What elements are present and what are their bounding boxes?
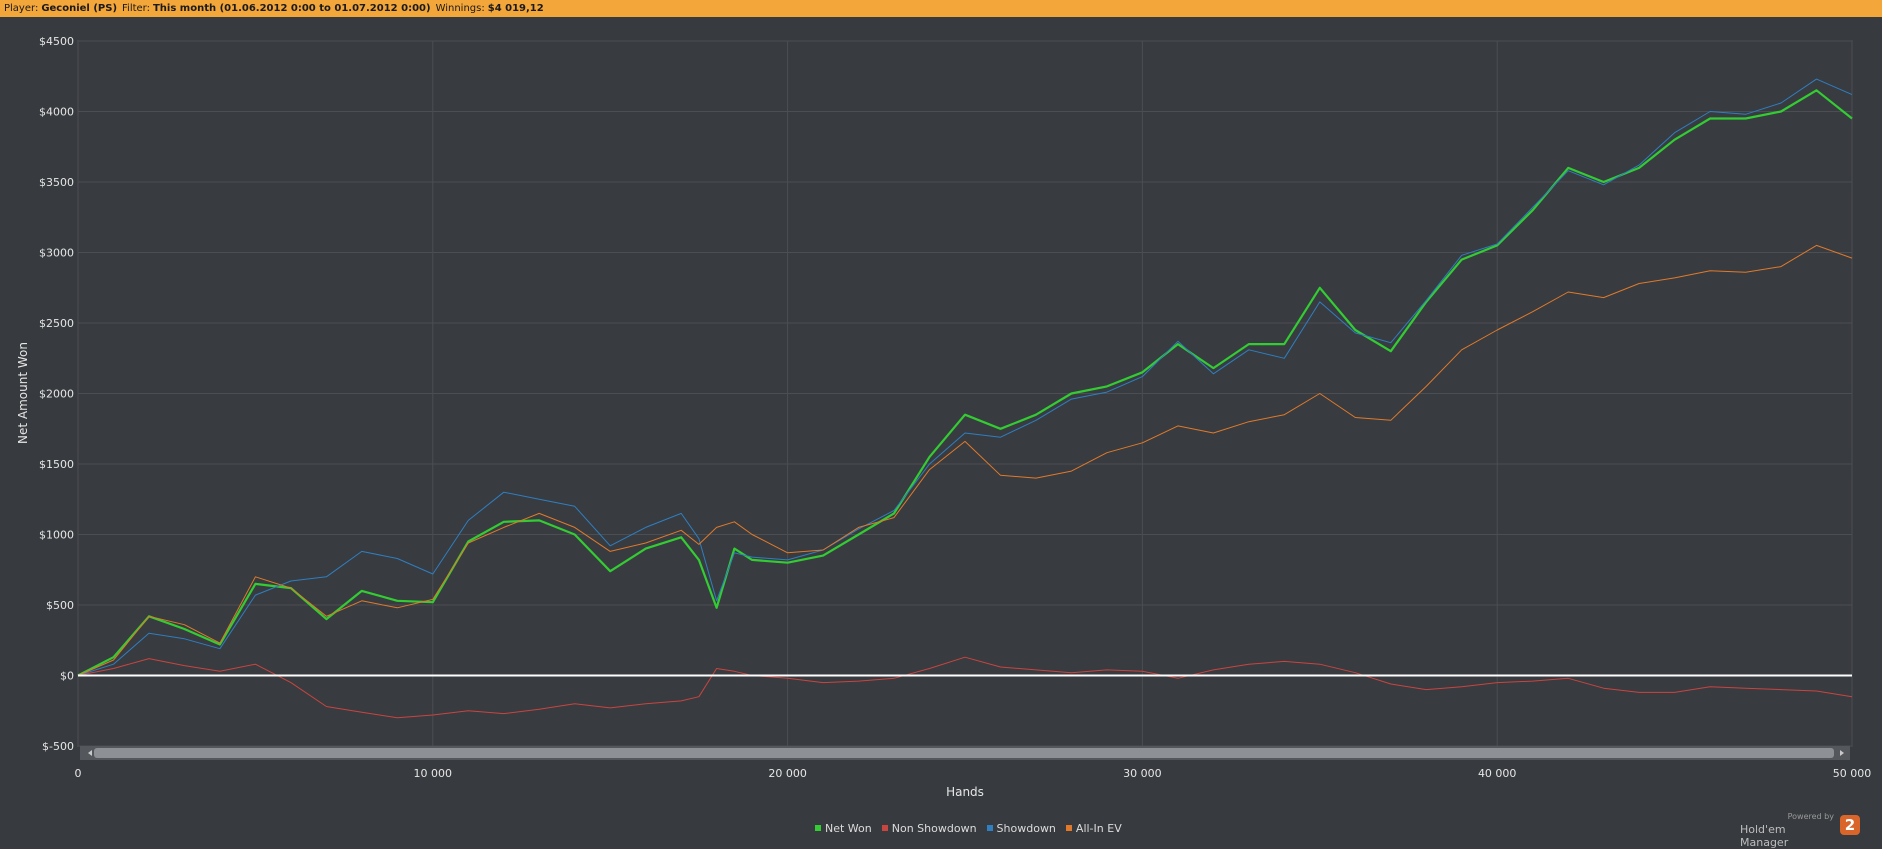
legend-swatch: [881, 825, 888, 831]
winnings-value: $4 019,12: [487, 3, 544, 14]
legend-swatch: [815, 825, 821, 831]
y-tick-label: $1000: [39, 529, 74, 542]
x-tick-label: 50 000: [1833, 767, 1872, 780]
y-tick-label: $3000: [39, 247, 74, 260]
series-line-showdown: [77, 78, 1853, 676]
winnings-label: Winnings:: [435, 3, 485, 14]
scroll-right-arrow-icon[interactable]: [1840, 750, 1844, 756]
legend-swatch: [1065, 825, 1072, 831]
x-tick-label: 40 000: [1478, 767, 1517, 780]
legend-item: Net Won: [815, 822, 872, 835]
y-tick-label: $500: [46, 599, 74, 612]
legend-label: Net Won: [825, 822, 872, 835]
x-axis-title: Hands: [946, 785, 984, 799]
legend-item: Showdown: [986, 822, 1056, 835]
y-axis-title: Net Amount Won: [16, 342, 30, 444]
legend-item: All-In EV: [1065, 822, 1122, 835]
series-line-non-showdown: [77, 656, 1853, 719]
holdem-manager-logo: Powered by Hold'em Manager 2: [1740, 810, 1874, 849]
y-tick-label: $3500: [39, 176, 74, 189]
horizontal-scrollbar[interactable]: [80, 746, 1850, 760]
legend-label: Non Showdown: [891, 822, 977, 835]
chart-legend: Net Won Non Showdown Showdown All-In EV: [815, 822, 1132, 835]
y-tick-label: $0: [60, 670, 74, 683]
legend-label: Showdown: [996, 822, 1056, 835]
series-line-net-won: [77, 89, 1853, 677]
series-lines: [77, 78, 1853, 719]
scroll-left-arrow-icon[interactable]: [88, 750, 92, 756]
y-tick-label: $4000: [39, 106, 74, 119]
y-tick-label: $4500: [39, 35, 74, 48]
series-line-all-in-ev: [77, 244, 1853, 676]
legend-swatch: [986, 825, 993, 831]
filter-info-bar: Player: Geconiel (PS) Filter: This month (0…: [0, 0, 1882, 17]
player-label: Player:: [4, 3, 39, 14]
filter-value: This month (01.06.2012 0:00 to 01.07.201…: [152, 3, 431, 14]
y-tick-label: $-500: [42, 740, 74, 753]
x-tick-label: 20 000: [768, 767, 807, 780]
y-axis-ticks: $-500 $0 $500 $1000 $1500 $2000 $2500 $3000 $350…: [39, 35, 74, 753]
legend-item: Non Showdown: [881, 822, 977, 835]
x-tick-label: 10 000: [414, 767, 453, 780]
scrollbar-thumb[interactable]: [94, 748, 1834, 758]
player-value: Geconiel (PS): [41, 3, 118, 14]
winnings-graph: $-500 $0 $500 $1000 $1500 $2000 $2500 $3000 $350…: [16, 35, 1872, 799]
legend-label: All-In EV: [1075, 822, 1122, 835]
y-tick-label: $2000: [39, 388, 74, 401]
y-tick-label: $1500: [39, 458, 74, 471]
filter-label: Filter:: [122, 3, 150, 14]
x-tick-label: 0: [75, 767, 82, 780]
x-axis-ticks: 0 10 000 20 000 30 000 40 000 50 000: [75, 767, 1872, 780]
hm2-logo-icon: 2: [1840, 815, 1860, 835]
x-tick-label: 30 000: [1123, 767, 1162, 780]
y-tick-label: $2500: [39, 317, 74, 330]
